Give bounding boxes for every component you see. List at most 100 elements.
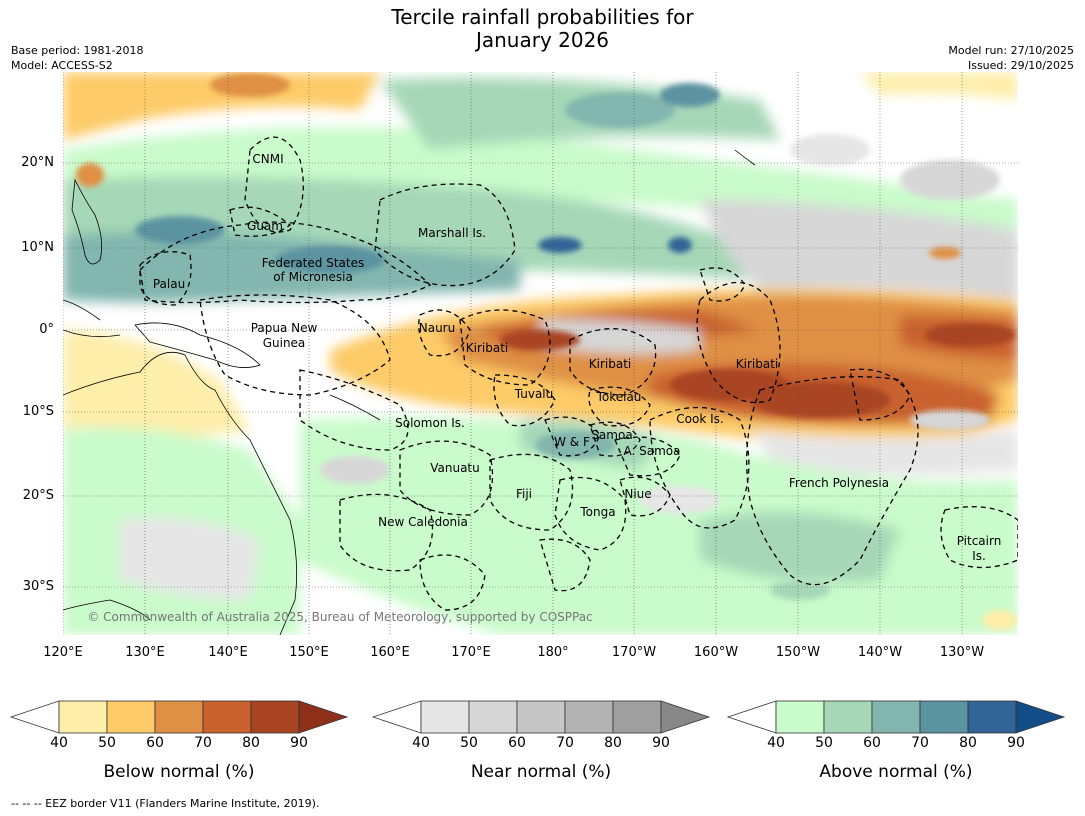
region-label: Is. — [972, 549, 986, 563]
colorbar-tick: 60 — [146, 735, 164, 751]
longitude-label: 120°E — [43, 645, 83, 660]
copyright-credit: © Commonwealth of Australia 2025, Bureau… — [87, 610, 592, 624]
longitude-label: 130°E — [125, 645, 165, 660]
eez-norfolk — [419, 554, 486, 611]
eez-guam — [229, 206, 292, 237]
colorbar-tick: 50 — [98, 735, 116, 751]
eez-micronesia — [139, 221, 432, 304]
colorbar-segment — [871, 700, 921, 734]
colorbar-under-triangle — [371, 700, 422, 734]
region-label: Kiribati — [466, 341, 508, 355]
latitude-label: 10°S — [22, 404, 54, 419]
chart-title: Tercile rainfall probabilities for Janua… — [0, 6, 1085, 52]
longitude-label: 170°W — [611, 645, 657, 660]
colorbar-segment — [154, 700, 204, 734]
meta-left: Base period: 1981-2018 Model: ACCESS-S2 — [11, 43, 143, 73]
colorbar-segment — [612, 700, 662, 734]
eez-pitcairn — [940, 506, 1018, 569]
colorbar-tick: 70 — [556, 735, 574, 751]
region-label: Papua New — [251, 321, 318, 335]
latitude-label: 30°S — [22, 579, 54, 594]
colorbars — [9, 700, 1066, 734]
colorbar-segment — [106, 700, 156, 734]
colorbar-title: Below normal (%) — [103, 762, 255, 782]
near-south-band — [750, 430, 1018, 475]
longitude-label: 130°W — [939, 645, 985, 660]
colorbar-segment — [250, 700, 300, 734]
eez-png — [199, 294, 391, 396]
near-blob — [320, 456, 390, 484]
colorbar-segment — [58, 700, 108, 734]
region-label: Cook Is. — [676, 412, 723, 426]
eez-kermadec — [539, 538, 591, 592]
near-blob — [790, 134, 870, 166]
graticule — [63, 72, 1018, 635]
colorbar-tick: 60 — [508, 735, 526, 751]
longitude-label: 160°E — [370, 645, 410, 660]
eez-borders — [139, 136, 1018, 611]
near-central — [540, 319, 700, 354]
eez-new-caledonia — [339, 493, 434, 572]
colorbar-tick: 80 — [604, 735, 622, 751]
eez-solomon — [299, 369, 409, 451]
region-label: Federated States — [262, 256, 364, 270]
region-label: Guam — [247, 219, 283, 233]
eez-wallis-futuna — [544, 416, 601, 457]
region-label: Tuvalu — [514, 387, 554, 401]
region-label: Niue — [624, 487, 651, 501]
longitude-label: 180° — [537, 645, 569, 660]
region-label: CNMI — [252, 152, 283, 166]
eez-samoa — [589, 421, 641, 457]
indonesia-coastline — [63, 299, 121, 338]
eez-nauru — [418, 309, 471, 357]
eez-hawaii — [699, 267, 746, 302]
colorbar-tick: 40 — [412, 735, 430, 751]
colorbar-segment — [919, 700, 969, 734]
title-line2: January 2026 — [475, 28, 610, 52]
land-outlines — [63, 149, 756, 635]
below-blob-50 — [210, 73, 290, 97]
colorbar-over-triangle — [660, 700, 711, 734]
philippines-coastline — [71, 178, 103, 265]
region-label: Solomon Is. — [395, 416, 465, 430]
title-line1: Tercile rainfall probabilities for — [391, 5, 694, 29]
below-blob-80 — [500, 330, 580, 350]
region-label: Samoa — [591, 428, 632, 442]
longitude-label: 170°E — [451, 645, 491, 660]
near-australia — [120, 517, 260, 600]
latitude-label: 10°N — [21, 240, 54, 255]
region-label: Pitcairn — [957, 534, 1002, 548]
above-blob-70 — [275, 246, 385, 274]
eez-vanuatu — [399, 440, 494, 516]
region-label: Vanuatu — [430, 461, 480, 475]
base-period: Base period: 1981-2018 — [11, 44, 144, 57]
above-blob-70 — [660, 83, 720, 107]
colorbar-tick: 40 — [50, 735, 68, 751]
colorbar-over-triangle — [1015, 700, 1066, 734]
near-blob — [640, 486, 720, 514]
colorbar-over-triangle — [298, 700, 349, 734]
colorbar-tick: 40 — [767, 735, 785, 751]
issued-date: Issued: 29/10/2025 — [967, 59, 1074, 72]
below-blob-80 — [750, 382, 890, 418]
eez-kiribati-line — [696, 281, 781, 404]
field-detail — [76, 73, 1018, 630]
above-blob-60 — [565, 92, 675, 128]
region-label: Kiribati — [736, 357, 778, 371]
eez-tokelau — [588, 386, 651, 427]
region-label: New Caledonia — [378, 515, 468, 529]
region-label: Kiribati — [589, 357, 631, 371]
longitude-label: 150°W — [775, 645, 821, 660]
above-blob-70 — [135, 216, 225, 244]
colorbar — [9, 700, 349, 734]
model-run: Model run: 27/10/2025 — [948, 44, 1074, 57]
colorbar-tick: 70 — [911, 735, 929, 751]
below-top-right — [860, 72, 1018, 100]
below-blob-40 — [982, 610, 1018, 630]
new-guinea-coastline — [134, 322, 261, 368]
colorbar-title: Near normal (%) — [470, 762, 612, 782]
region-label: W & F — [554, 435, 590, 449]
latitude-label: 0° — [39, 322, 54, 337]
